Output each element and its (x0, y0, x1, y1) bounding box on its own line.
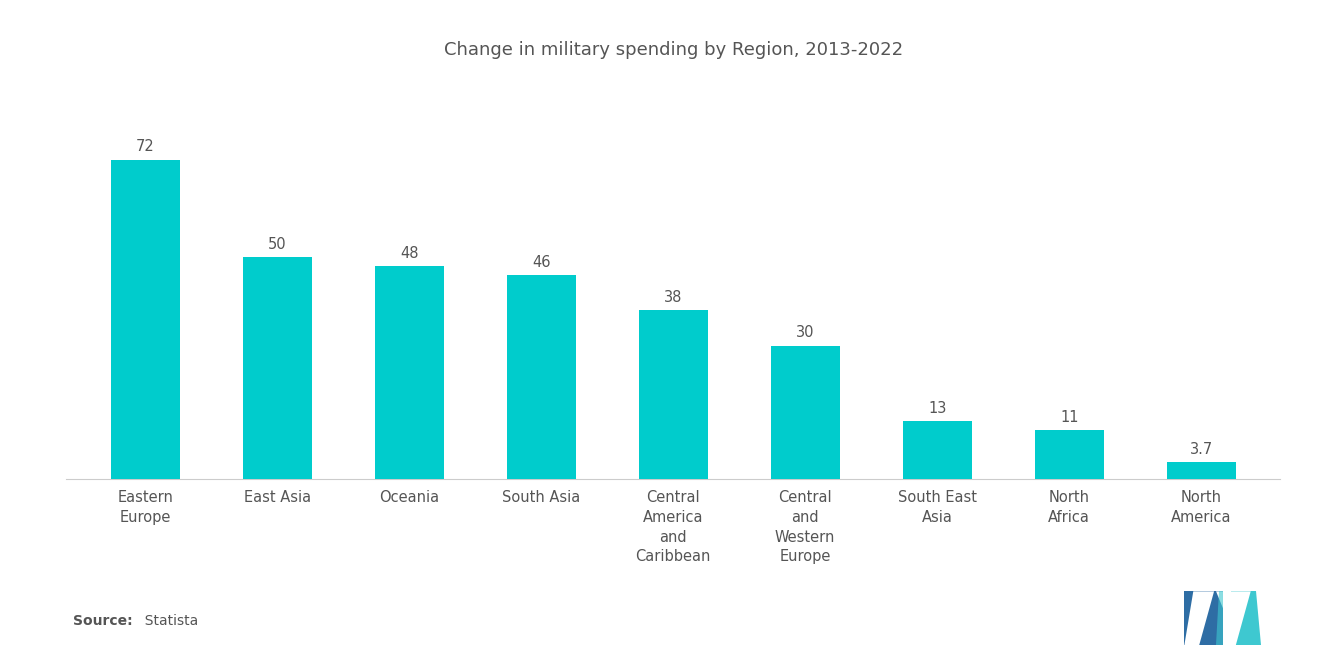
Bar (903, 421, 972, 479)
Text: 50: 50 (268, 237, 286, 252)
Text: 46: 46 (532, 255, 550, 269)
Title: Change in military spending by Region, 2013-2022: Change in military spending by Region, 2… (444, 41, 903, 59)
Polygon shape (1232, 591, 1275, 645)
Text: 48: 48 (400, 245, 418, 261)
Polygon shape (1216, 591, 1222, 645)
Bar (243, 257, 312, 479)
Text: 38: 38 (664, 290, 682, 305)
Text: Source:: Source: (73, 614, 132, 628)
Bar (639, 311, 708, 479)
Bar (507, 275, 576, 479)
Text: 30: 30 (796, 325, 814, 340)
Bar (111, 160, 180, 479)
Polygon shape (1209, 591, 1222, 608)
Text: 72: 72 (136, 139, 154, 154)
Bar (771, 346, 840, 479)
Polygon shape (1255, 591, 1275, 645)
Text: 13: 13 (928, 401, 946, 416)
Polygon shape (1232, 591, 1250, 645)
Text: Statista: Statista (136, 614, 198, 628)
Text: 11: 11 (1060, 410, 1078, 425)
Bar (375, 266, 444, 479)
Polygon shape (1184, 591, 1222, 645)
Bar (1035, 430, 1104, 479)
Text: 3.7: 3.7 (1189, 442, 1213, 457)
Bar (1167, 462, 1236, 479)
Polygon shape (1184, 591, 1214, 645)
